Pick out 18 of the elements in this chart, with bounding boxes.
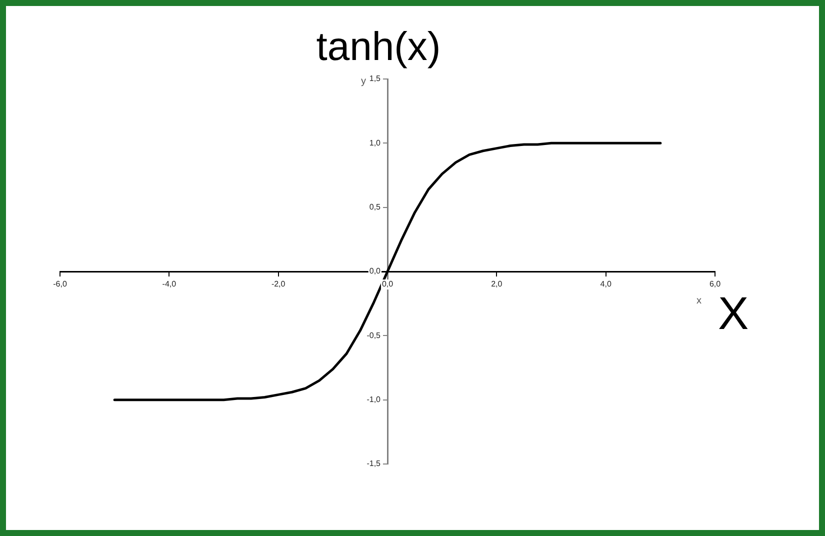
x-tick-label: 0,0 — [382, 280, 394, 289]
x-tick-label: -4,0 — [162, 280, 177, 289]
x-tick-label: 4,0 — [600, 280, 612, 289]
text: X — [718, 287, 749, 339]
chart-title: tanh(x) — [316, 25, 441, 69]
y-tick-label: -0,5 — [366, 330, 382, 340]
x-tick-label: -2,0 — [271, 280, 286, 289]
y-tick-label: 1,0 — [369, 138, 382, 148]
x-tick-label: 2,0 — [491, 280, 503, 289]
y-tick-label: -1,0 — [366, 395, 382, 404]
y-tick-label: 0,0 — [369, 266, 382, 276]
y-axis-title: y — [361, 76, 366, 87]
x-tick-label: 6,0 — [709, 280, 722, 289]
x-axis-title: x — [696, 296, 702, 306]
y-tick-label: 1,5 — [369, 74, 382, 84]
y-tick-label: -1,5 — [366, 459, 382, 468]
x-tick-label: -6,0 — [53, 280, 68, 289]
y-tick-label: 0,5 — [369, 202, 382, 212]
